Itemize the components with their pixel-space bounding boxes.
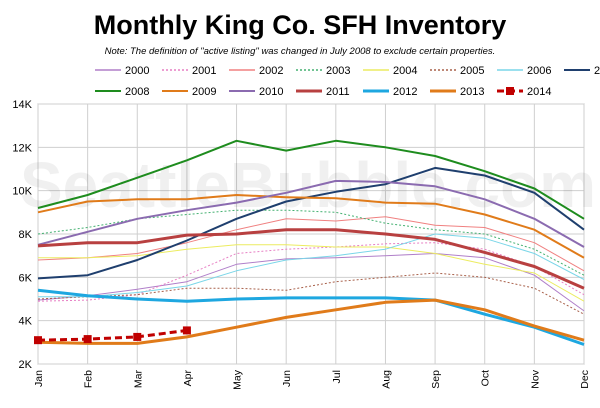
series-line-2008 xyxy=(37,139,585,220)
legend-item-2008: 2008 xyxy=(95,86,149,98)
legend-label: 2012 xyxy=(393,86,417,98)
legend-item-2002: 2002 xyxy=(229,65,283,77)
chart-subtitle: Note: The definition of "active listing"… xyxy=(105,46,496,57)
legend-label: 2011 xyxy=(326,86,350,98)
series-line-2012 xyxy=(37,288,585,346)
legend-item-2012: 2012 xyxy=(363,86,417,98)
series-line-2001 xyxy=(37,242,585,302)
series-line-2004 xyxy=(38,244,585,302)
legend-label: 2005 xyxy=(460,65,484,77)
legend-label: 2007 xyxy=(594,65,600,77)
legend-label: 2010 xyxy=(259,86,283,98)
y-tick-label: 4K xyxy=(19,316,33,328)
series-line-2011 xyxy=(37,228,585,290)
legend-item-2009: 2009 xyxy=(162,86,216,98)
y-tick-label: 12K xyxy=(12,142,32,154)
chart-title: Monthly King Co. SFH Inventory xyxy=(94,10,507,40)
y-tick-label: 10K xyxy=(12,186,32,198)
legend-item-2004: 2004 xyxy=(363,65,417,77)
x-tick-label: Jul xyxy=(331,370,343,383)
x-tick-label: Dec xyxy=(579,370,591,389)
series-lines xyxy=(34,139,585,346)
series-line-2010 xyxy=(37,179,585,248)
x-tick-label: Jun xyxy=(281,370,293,387)
y-tick-label: 14K xyxy=(12,99,32,111)
x-axis-ticks: Jan Feb Mar Apr May Jun Jul Aug Sep Oct Nov Dec xyxy=(33,369,591,390)
x-tick-label: Sep xyxy=(430,370,442,389)
legend-item-2011: 2011 xyxy=(296,86,350,98)
legend-label: 2000 xyxy=(125,65,149,77)
y-tick-label: 8K xyxy=(19,229,33,241)
legend-label: 2009 xyxy=(192,86,216,98)
x-tick-label: Mar xyxy=(132,370,144,389)
series-point-2014 xyxy=(34,336,42,345)
legend-item-2005: 2005 xyxy=(430,65,484,77)
legend-item-2010: 2010 xyxy=(229,86,283,98)
x-tick-label: Nov xyxy=(529,369,541,388)
legend-item-2000: 2000 xyxy=(95,65,149,77)
series-line-2014 xyxy=(37,328,188,342)
series-point-2014 xyxy=(133,332,142,341)
x-tick-label: Aug xyxy=(380,370,392,389)
x-tick-label: Oct xyxy=(480,370,492,386)
legend-item-2014: 2014 xyxy=(497,86,551,98)
x-tick-label: May xyxy=(232,369,244,390)
y-tick-label: 2K xyxy=(19,359,33,371)
series-point-2014 xyxy=(83,335,92,344)
legend-item-2001: 2001 xyxy=(162,65,216,77)
legend-label: 2002 xyxy=(259,65,283,77)
legend-label: 2003 xyxy=(326,65,350,77)
series-point-2014 xyxy=(182,326,191,335)
legend-marker xyxy=(506,87,514,95)
x-tick-label: Jan xyxy=(33,370,45,387)
legend-item-2003: 2003 xyxy=(296,65,350,77)
legend-label: 2013 xyxy=(460,86,484,98)
legend-label: 2001 xyxy=(192,65,216,77)
legend-item-2007: 2007 xyxy=(564,65,600,77)
series-line-2013 xyxy=(37,298,585,345)
legend-label: 2006 xyxy=(527,65,551,77)
chart-legend: 2000 2001 2002 2003 2004 2005 2006 2007 2008 2009… xyxy=(95,65,600,98)
legend-label: 2014 xyxy=(527,86,551,98)
series-line-2009 xyxy=(37,194,585,259)
x-tick-label: Feb xyxy=(83,370,95,388)
x-tick-label: Apr xyxy=(182,370,194,387)
series-line-2005 xyxy=(37,272,585,315)
series-line-2007 xyxy=(37,166,585,280)
series-line-2002 xyxy=(37,216,585,272)
series-line-2006 xyxy=(38,233,585,298)
legend-item-2013: 2013 xyxy=(430,86,484,98)
y-tick-label: 6K xyxy=(19,272,33,284)
y-axis-ticks: 2K 4K 6K 8K 10K 12K 14K xyxy=(12,99,32,371)
legend-label: 2004 xyxy=(393,65,417,77)
legend-item-2006: 2006 xyxy=(497,65,551,77)
legend-label: 2008 xyxy=(125,86,149,98)
